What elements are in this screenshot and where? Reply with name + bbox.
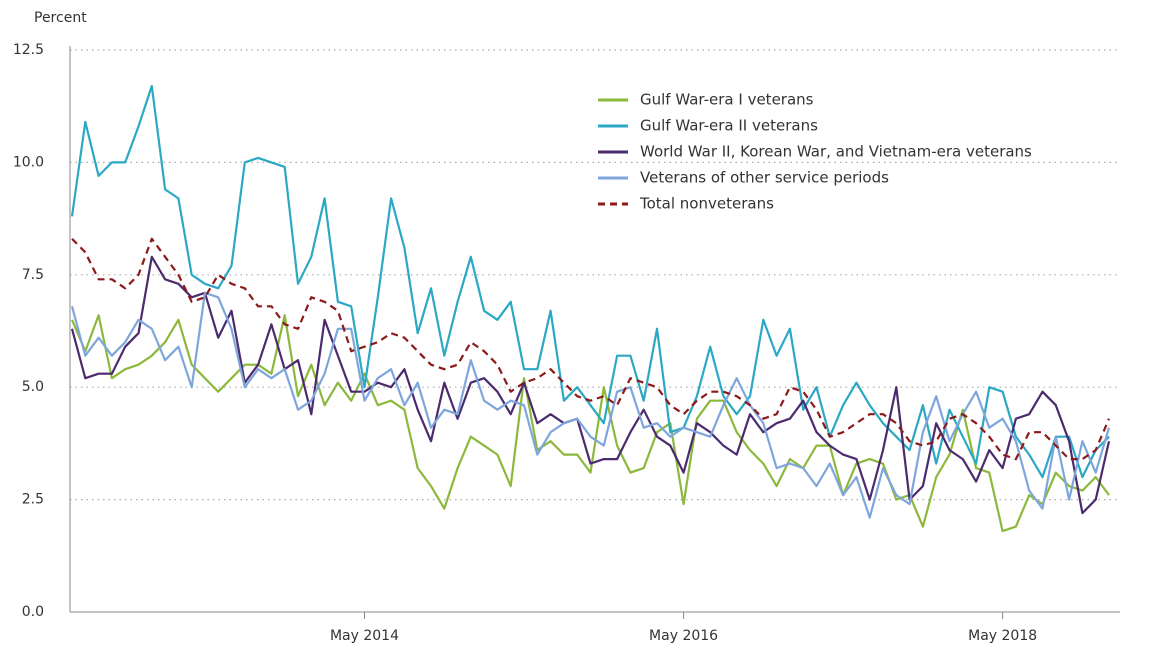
y-axis-label: Percent	[34, 10, 87, 26]
x-tick-label: May 2016	[649, 628, 718, 644]
y-tick-label: 0.0	[22, 604, 44, 620]
legend-label: Total nonveterans	[639, 195, 774, 213]
legend-label: Gulf War-era II veterans	[640, 117, 818, 135]
series-line	[70, 255, 1111, 515]
legend-label: Gulf War-era I veterans	[640, 91, 814, 109]
series-line	[71, 237, 1111, 461]
legend-label: Veterans of other service periods	[640, 169, 889, 187]
y-tick-label: 12.5	[13, 42, 44, 58]
y-tick-label: 2.5	[22, 492, 44, 508]
legend-label: World War II, Korean War, and Vietnam-er…	[640, 143, 1032, 161]
series-line	[70, 84, 1110, 479]
y-tick-label: 10.0	[13, 154, 44, 170]
series-line	[70, 314, 1110, 533]
x-tick-label: May 2018	[968, 628, 1037, 644]
x-tick-label: May 2014	[330, 628, 399, 644]
y-tick-label: 5.0	[22, 379, 44, 395]
series-line	[70, 291, 1111, 519]
y-tick-label: 7.5	[22, 267, 44, 283]
